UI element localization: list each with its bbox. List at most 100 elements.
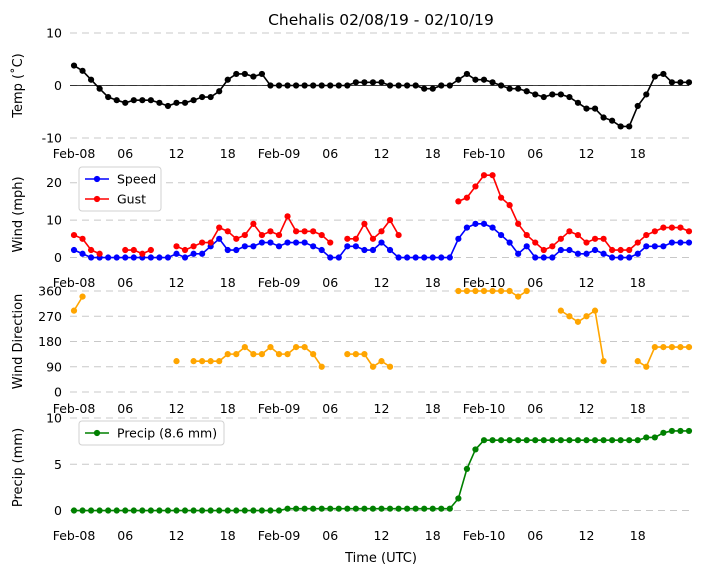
x-tick-label: 18 (630, 146, 646, 161)
data-point (216, 224, 223, 231)
data-point (181, 99, 189, 106)
data-point (284, 505, 291, 512)
data-point (301, 82, 308, 89)
data-point (506, 287, 513, 295)
series-speed (70, 220, 693, 261)
data-point (395, 254, 402, 261)
series-line (73, 64, 689, 128)
data-point (557, 246, 564, 254)
data-point (566, 437, 573, 444)
data-point (404, 82, 411, 89)
x-tick-label: Feb-09 (258, 528, 301, 543)
data-point (233, 235, 240, 242)
data-point (352, 243, 359, 250)
data-point (352, 505, 359, 512)
data-point (275, 231, 283, 239)
series-line (125, 249, 152, 255)
data-point (327, 82, 334, 89)
data-point (113, 507, 120, 514)
y-axis-label: Wind (mph) (11, 176, 26, 252)
data-point (626, 254, 633, 261)
data-point (685, 228, 693, 235)
data-point (421, 254, 428, 261)
series-line (458, 174, 690, 251)
data-point (591, 307, 599, 314)
data-point (344, 243, 351, 250)
data-point (164, 254, 172, 261)
data-point (515, 293, 522, 300)
data-point (318, 505, 325, 512)
data-point (139, 250, 146, 257)
data-point (318, 363, 325, 370)
data-point (574, 437, 582, 444)
data-point (275, 82, 283, 89)
data-point (105, 507, 112, 514)
data-point (233, 70, 240, 78)
data-point (301, 344, 308, 351)
data-point (395, 82, 402, 89)
x-tick-label: 18 (425, 146, 441, 161)
data-point (668, 344, 676, 351)
data-point (207, 358, 214, 365)
data-point (156, 507, 163, 514)
data-point (480, 437, 488, 444)
data-point (591, 437, 599, 444)
data-point (660, 429, 667, 436)
data-point (258, 239, 266, 246)
data-point (634, 358, 641, 365)
x-tick-label: 18 (220, 528, 236, 543)
data-point (446, 82, 453, 89)
data-point (173, 250, 180, 257)
data-point (643, 231, 650, 239)
data-point (497, 194, 505, 201)
data-point (480, 220, 488, 227)
data-point (438, 254, 445, 261)
data-point (455, 287, 462, 295)
data-point (404, 505, 411, 512)
data-point (574, 250, 582, 257)
data-point (386, 82, 394, 89)
data-point (480, 172, 488, 179)
data-point (626, 437, 633, 444)
data-point (438, 505, 445, 512)
x-tick-label: 12 (169, 146, 185, 161)
data-point (626, 123, 633, 130)
data-point (600, 114, 607, 121)
x-tick-label: 06 (322, 146, 338, 161)
x-tick-label: 18 (220, 401, 236, 416)
data-point (70, 307, 78, 314)
data-point (310, 243, 317, 250)
data-point (651, 434, 658, 441)
data-point (207, 239, 214, 246)
data-point (335, 254, 342, 261)
data-point (429, 85, 436, 92)
x-tick-label: 18 (630, 401, 646, 416)
data-point (651, 243, 658, 250)
data-point (147, 254, 154, 261)
x-tick-label: 12 (169, 275, 185, 290)
data-point (344, 351, 351, 358)
data-point (506, 239, 513, 246)
data-point (685, 239, 693, 246)
data-point (310, 505, 317, 512)
data-point (224, 76, 231, 83)
data-point (224, 351, 231, 358)
data-point (199, 93, 206, 101)
y-tick-label: 0 (54, 78, 62, 93)
data-point (532, 239, 539, 246)
legend-frame (78, 420, 225, 446)
data-point (284, 213, 291, 220)
y-axis-label: Wind Direction (11, 294, 26, 390)
data-point (87, 246, 95, 254)
data-point (446, 254, 453, 261)
data-point (472, 287, 479, 295)
panel-3: 0 90 180 270 360 Feb-08 06 12 18 Feb-09 06 12 18 Feb-… (11, 284, 693, 416)
y-tick-label: 10 (46, 26, 62, 41)
data-point (344, 82, 351, 89)
data-point (369, 505, 377, 512)
data-point (241, 231, 248, 239)
y-tick-label: 270 (38, 309, 62, 324)
data-point (267, 344, 274, 351)
data-point (190, 243, 197, 250)
x-tick-label: 12 (374, 275, 390, 290)
